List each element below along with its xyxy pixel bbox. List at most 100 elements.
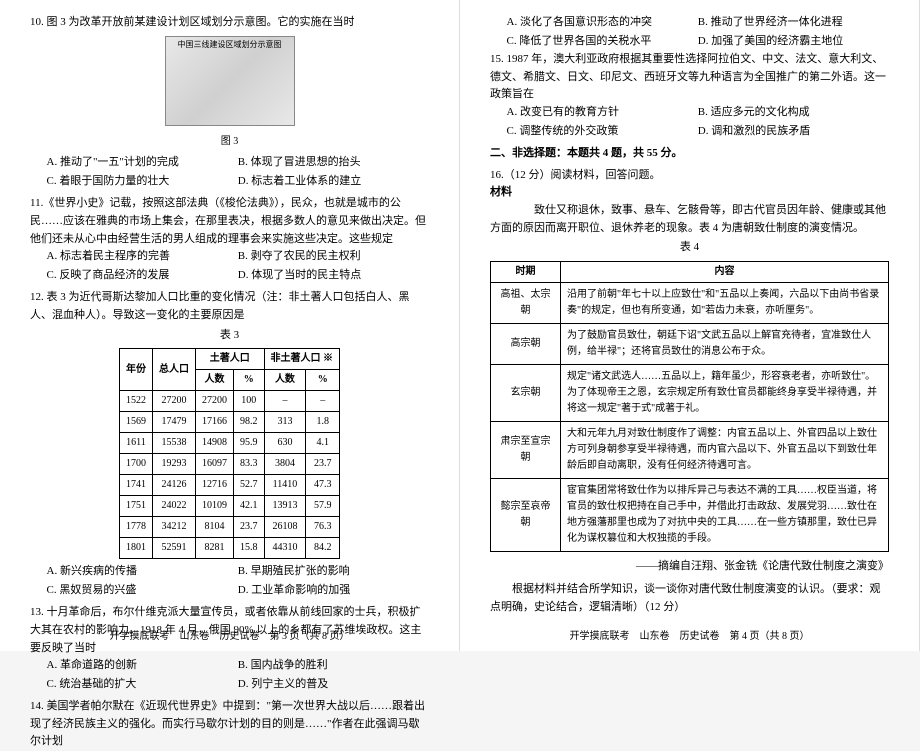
td: 3804 [264,454,306,475]
table-row: 肃宗至宣宗朝大和元年九月对致仕制度作了调整：内官五品以上、外官四品以上致仕方可列… [491,421,889,478]
td: 1751 [120,496,153,517]
td: 95.9 [234,433,265,454]
td: 44310 [264,538,306,559]
th: 总人口 [153,349,196,391]
opt: C. 着眼于国防力量的壮大 [47,173,238,191]
page-3-footer: 开学摸底联考 山东卷 历史试卷 第 3 页（共 8 页） [0,629,459,645]
table-row: 时期 内容 [491,261,889,282]
q11: 11.《世界小史》记载，按照这部法典（《梭伦法典》），民众，也就是城市的公民……… [30,195,429,285]
q12-stem: 12. 表 3 为近代哥斯达黎加人口比重的变化情况（注：非土著人口包括白人、黑人… [30,289,429,324]
table3-title: 表 3 [30,327,429,345]
td: 大和元年九月对致仕制度作了调整：内官五品以上、外官四品以上致仕方可列身朝参享受半… [561,421,889,478]
q16-task: 根据材料并结合所学知识，谈一谈你对唐代致仕制度演变的认识。（要求：观点明确，史论… [490,581,889,616]
td: 1801 [120,538,153,559]
td: 630 [264,433,306,454]
table-row: 1611155381490895.96304.1 [120,433,340,454]
td: 1.8 [306,412,340,433]
q16: 16.（12 分）阅读材料，回答问题。 材料 致仕又称退休，致事、悬车、乞骸骨等… [490,167,889,617]
table4-title: 表 4 [490,239,889,257]
opt: D. 列宁主义的普及 [238,676,429,694]
opt: D. 加强了美国的经济霸主地位 [698,33,889,51]
q14-stem: 14. 美国学者帕尔默在《近现代世界史》中提到："第一次世界大战以后……跟着出现… [30,698,429,751]
td: 15538 [153,433,196,454]
q10: 10. 图 3 为改革开放前某建设计划区域划分示意图。它的实施在当时 中国三线建… [30,14,429,191]
fig-inner-caption: 中国三线建设区域划分示意图 [166,39,294,52]
td: 规定"诸文武选人……五品以上，籍年虽少，形容衰老者，亦听致仕"。为了体现帝王之恩… [561,364,889,421]
q15: 15. 1987 年，澳大利亚政府根据其重要性选择阿拉伯文、中文、法文、意大利文… [490,51,889,141]
table-row: 高祖、太宗朝沿用了前朝"年七十以上应致仕"和"五品以上奏闻，六品以下由尚书省录奏… [491,282,889,323]
td: 52591 [153,538,196,559]
td: 76.3 [306,517,340,538]
td: 24126 [153,475,196,496]
td: 懿宗至哀帝朝 [491,478,561,551]
table-row: 高宗朝为了鼓励官员致仕，朝廷下诏"文武五品以上解官充待者，宜准致仕人例，给半禄"… [491,323,889,364]
td: 1569 [120,412,153,433]
td: 313 [264,412,306,433]
td: 14908 [196,433,234,454]
opt: B. 剥夺了农民的民主权利 [238,248,429,266]
td: 1522 [120,391,153,412]
td: 沿用了前朝"年七十以上应致仕"和"五品以上奏闻，六品以下由尚书省录奏"的规定，但… [561,282,889,323]
td: – [306,391,340,412]
td: 15.8 [234,538,265,559]
th: 非土著人口 ※ [264,349,340,370]
q14: 14. 美国学者帕尔默在《近现代世界史》中提到："第一次世界大战以后……跟着出现… [30,698,429,751]
opt: D. 标志着工业体系的建立 [238,173,429,191]
td: 高祖、太宗朝 [491,282,561,323]
q15-stem: 15. 1987 年，澳大利亚政府根据其重要性选择阿拉伯文、中文、法文、意大利文… [490,51,889,104]
opt: C. 统治基础的扩大 [47,676,238,694]
td: 1700 [120,454,153,475]
td: 10109 [196,496,234,517]
opt: B. 体现了冒进思想的抬头 [238,154,429,172]
q11-stem: 11.《世界小史》记载，按照这部法典（《梭伦法典》），民众，也就是城市的公民……… [30,195,429,248]
opt: C. 黑奴贸易的兴盛 [47,582,238,600]
q13-options: A. 革命道路的创新 B. 国内战争的胜利 C. 统治基础的扩大 D. 列宁主义… [47,657,430,694]
td: 23.7 [306,454,340,475]
opt: C. 调整传统的外交政策 [507,123,698,141]
td: 19293 [153,454,196,475]
th: 土著人口 [196,349,265,370]
td: 肃宗至宣宗朝 [491,421,561,478]
td: 8104 [196,517,234,538]
td: 100 [234,391,265,412]
td: 为了鼓励官员致仕，朝廷下诏"文武五品以上解官充待者，宜准致仕人例，给半禄"；还将… [561,323,889,364]
table-row: 玄宗朝规定"诸文武选人……五品以上，籍年虽少，形容衰老者，亦听致仕"。为了体现帝… [491,364,889,421]
td: 42.1 [234,496,265,517]
td: 27200 [196,391,234,412]
q11-options: A. 标志着民主程序的完善 B. 剥夺了农民的民主权利 C. 反映了商品经济的发… [47,248,430,285]
q12-options: A. 新兴疾病的传播 B. 早期殖民扩张的影响 C. 黑奴贸易的兴盛 D. 工业… [47,563,430,600]
td: 83.3 [234,454,265,475]
page-3: 10. 图 3 为改革开放前某建设计划区域划分示意图。它的实施在当时 中国三线建… [0,0,460,651]
table-row: 懿宗至哀帝朝宦官集团常将致仕作为以排斥异己与表达不满的工具……权臣当道，将官员的… [491,478,889,551]
table3: 年份 总人口 土著人口 非土著人口 ※ 人数 % 人数 % 1522272002… [119,348,340,559]
opt: A. 新兴疾病的传播 [47,563,238,581]
table-row: 15222720027200100–– [120,391,340,412]
opt: B. 国内战争的胜利 [238,657,429,675]
th: % [234,370,265,391]
td: 13913 [264,496,306,517]
page-4: A. 淡化了各国意识形态的冲突 B. 推动了世界经济一体化进程 C. 降低了世界… [460,0,920,651]
q10-figure: 中国三线建设区域划分示意图 图 3 [30,36,429,151]
table-row: 1700192931609783.3380423.7 [120,454,340,475]
opt: D. 调和激烈的民族矛盾 [698,123,889,141]
td: – [264,391,306,412]
td: 26108 [264,517,306,538]
section-2-heading: 二、非选择题：本题共 4 题，共 55 分。 [490,145,889,163]
td: 1778 [120,517,153,538]
table-row: 180152591828115.84431084.2 [120,538,340,559]
opt: A. 淡化了各国意识形态的冲突 [507,14,698,32]
opt: A. 推动了"一五"计划的完成 [47,154,238,172]
q10-options: A. 推动了"一五"计划的完成 B. 体现了冒进思想的抬头 C. 着眼于国防力量… [47,154,430,191]
td: 1611 [120,433,153,454]
td: 16097 [196,454,234,475]
opt: C. 反映了商品经济的发展 [47,267,238,285]
q10-stem: 10. 图 3 为改革开放前某建设计划区域划分示意图。它的实施在当时 [30,14,429,32]
material-label: 材料 [490,184,889,202]
td: 高宗朝 [491,323,561,364]
opt: D. 体现了当时的民主特点 [238,267,429,285]
table4: 时期 内容 高祖、太宗朝沿用了前朝"年七十以上应致仕"和"五品以上奏闻，六品以下… [490,261,889,552]
th: 内容 [561,261,889,282]
td: 47.3 [306,475,340,496]
q15-options: A. 改变已有的教育方针 B. 适应多元的文化构成 C. 调整传统的外交政策 D… [507,104,890,141]
th: 人数 [196,370,234,391]
